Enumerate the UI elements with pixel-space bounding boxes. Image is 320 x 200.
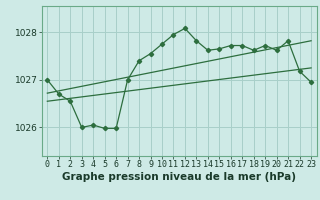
X-axis label: Graphe pression niveau de la mer (hPa): Graphe pression niveau de la mer (hPa) [62,172,296,182]
